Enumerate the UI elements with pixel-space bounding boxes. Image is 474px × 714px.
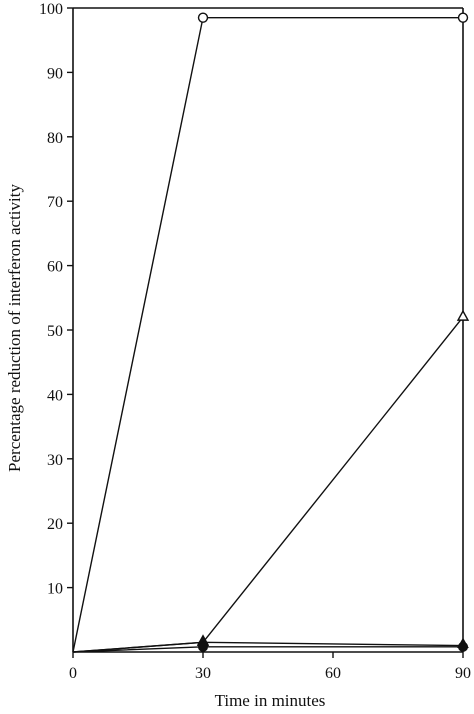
series-line-open-circle [72, 16, 463, 653]
y-tick-label: 100 [39, 1, 63, 18]
axes [72, 7, 464, 653]
y-tick-label: 50 [47, 323, 63, 340]
data-point-open-triangle [456, 309, 470, 321]
data-point-open-circle [457, 12, 469, 23]
y-tick-label: 10 [47, 581, 63, 598]
data-point-filled-circle [198, 641, 208, 652]
data-point-open-circle [197, 12, 209, 23]
y-tick-label: 40 [47, 387, 63, 404]
x-axis-label: Time in minutes [215, 691, 326, 710]
y-tick-label: 90 [47, 65, 63, 82]
y-tick-label: 20 [47, 516, 63, 533]
data-point-filled-circle [458, 641, 468, 652]
tick-labels: 10 20 30 40 50 60 70 80 90 100 0 30 60 90 [39, 1, 471, 682]
tick-marks [67, 7, 464, 658]
y-tick-label: 30 [47, 452, 63, 469]
x-tick-label: 0 [69, 665, 77, 682]
y-axis-label: Percentage reduction of interferon activ… [5, 184, 24, 472]
series-group [72, 12, 470, 653]
x-tick-label: 60 [325, 665, 341, 682]
x-tick-label: 30 [195, 665, 211, 682]
y-tick-label: 80 [47, 130, 63, 147]
y-tick-label: 60 [47, 259, 63, 276]
x-tick-label: 90 [455, 665, 471, 682]
y-tick-label: 70 [47, 194, 63, 211]
